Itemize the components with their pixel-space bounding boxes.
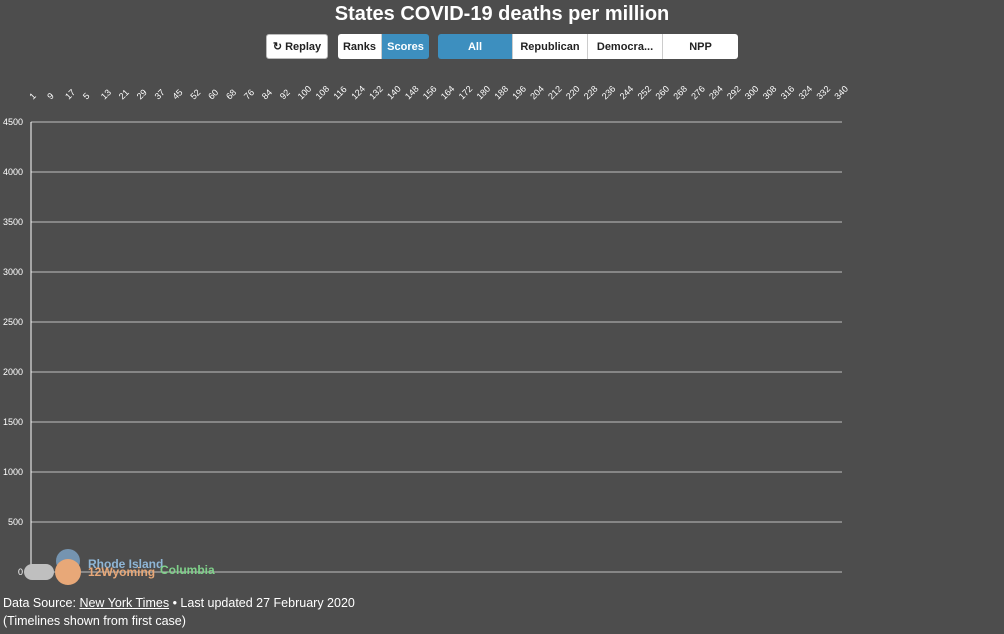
series-label-columbia: Columbia [160, 563, 215, 577]
x-tick-label: 340 [832, 84, 850, 102]
y-tick-label: 1000 [3, 467, 23, 477]
series-marker [55, 559, 81, 585]
x-tick-label: 84 [260, 87, 274, 101]
x-tick-label: 292 [725, 84, 743, 102]
x-tick-label: 196 [510, 84, 528, 102]
x-tick-label: 188 [492, 84, 510, 102]
x-tick-label: 45 [170, 87, 184, 101]
x-tick-label: 172 [457, 84, 475, 102]
source-prefix: Data Source: [3, 596, 76, 610]
y-tick-label: 500 [8, 517, 23, 527]
x-tick-label: 76 [242, 87, 256, 101]
x-tick-label: 17 [63, 87, 77, 101]
series-start-pill [24, 564, 54, 580]
x-tick-label: 324 [797, 84, 815, 102]
y-tick-label: 0 [18, 567, 23, 577]
party-republican-button[interactable]: Republican [513, 34, 588, 59]
x-tick-label: 5 [81, 91, 92, 102]
x-tick-label: 204 [528, 84, 546, 102]
x-tick-label: 140 [385, 84, 403, 102]
chart-title: States COVID-19 deaths per million [334, 3, 670, 25]
y-tick-label: 3500 [3, 217, 23, 227]
x-tick-label: 21 [117, 87, 131, 101]
y-tick-label: 2000 [3, 367, 23, 377]
x-tick-label: 92 [278, 87, 292, 101]
series-label-wyoming: 12Wyoming [88, 565, 155, 579]
x-tick-label: 276 [689, 84, 707, 102]
view-toggle: Ranks Scores [338, 34, 429, 59]
y-tick-label: 1500 [3, 417, 23, 427]
x-tick-label: 220 [564, 84, 582, 102]
x-tick-label: 52 [188, 87, 202, 101]
x-tick-label: 228 [582, 84, 600, 102]
timeline-note: (Timelines shown from first case) [3, 614, 186, 628]
last-updated: • Last updated 27 February 2020 [172, 596, 355, 610]
x-tick-label: 212 [546, 84, 564, 102]
x-tick-label: 180 [475, 84, 493, 102]
x-tick-label: 156 [421, 84, 439, 102]
ranks-button[interactable]: Ranks [338, 34, 382, 59]
replay-icon: ↻ [272, 41, 283, 53]
x-tick-label: 284 [707, 84, 725, 102]
x-tick-label: 260 [653, 84, 671, 102]
data-source: Data Source: New York Times • Last updat… [3, 596, 355, 610]
x-tick-label: 268 [671, 84, 689, 102]
y-tick-label: 4500 [3, 117, 23, 127]
x-tick-label: 13 [99, 87, 113, 101]
x-tick-label: 60 [206, 87, 220, 101]
replay-button[interactable]: ↻ Replay [266, 34, 328, 59]
x-tick-label: 68 [224, 87, 238, 101]
scores-button[interactable]: Scores [382, 34, 429, 59]
y-tick-label: 3000 [3, 267, 23, 277]
party-democrat-button[interactable]: Democra... [588, 34, 663, 59]
party-npp-button[interactable]: NPP [663, 34, 738, 59]
party-filter: All Republican Democra... NPP [438, 34, 738, 59]
x-tick-label: 244 [618, 84, 636, 102]
x-tick-label: 9 [45, 91, 56, 102]
x-tick-label: 124 [349, 84, 367, 102]
x-tick-label: 116 [331, 84, 348, 101]
x-tick-label: 100 [296, 84, 314, 102]
source-link[interactable]: New York Times [79, 596, 170, 610]
x-tick-label: 236 [600, 84, 618, 102]
series-label-rhode-island: Rhode Island [88, 557, 163, 571]
y-tick-label: 4000 [3, 167, 23, 177]
x-tick-label: 1 [27, 91, 38, 102]
x-tick-label: 164 [439, 84, 457, 102]
replay-label: Replay [285, 40, 322, 53]
x-tick-label: 252 [636, 84, 654, 102]
x-tick-label: 332 [814, 84, 832, 102]
x-tick-label: 132 [367, 84, 385, 102]
x-tick-label: 37 [153, 87, 167, 101]
x-tick-label: 316 [779, 84, 797, 102]
x-tick-label: 108 [314, 84, 332, 102]
x-tick-label: 300 [743, 84, 761, 102]
x-tick-label: 29 [135, 87, 149, 101]
x-tick-label: 308 [761, 84, 779, 102]
y-tick-label: 2500 [3, 317, 23, 327]
party-all-button[interactable]: All [438, 34, 513, 59]
x-tick-label: 148 [403, 84, 421, 102]
